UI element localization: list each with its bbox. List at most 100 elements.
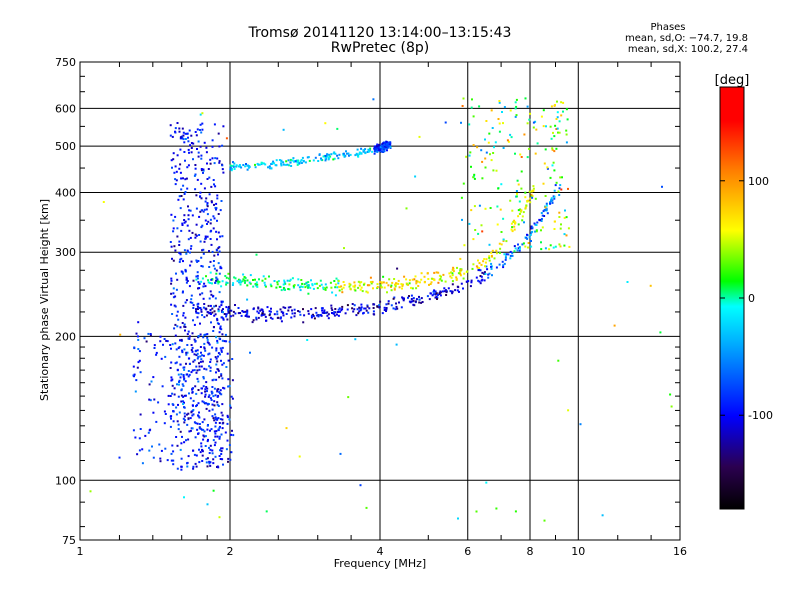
echo-point bbox=[246, 284, 249, 287]
echo-point bbox=[172, 459, 175, 462]
echo-point bbox=[215, 336, 218, 339]
echo-point bbox=[282, 161, 285, 164]
echo-point bbox=[169, 124, 172, 127]
echo-point bbox=[363, 282, 366, 285]
echo-point bbox=[182, 134, 185, 137]
echo-point bbox=[343, 284, 346, 286]
echo-point bbox=[176, 444, 179, 447]
echo-point bbox=[209, 162, 212, 165]
echo-point bbox=[418, 281, 421, 284]
echo-point bbox=[410, 294, 413, 297]
echo-point bbox=[560, 101, 563, 104]
echo-point bbox=[195, 392, 198, 395]
echo-point bbox=[190, 245, 193, 248]
echo-point bbox=[247, 164, 249, 167]
echo-point bbox=[212, 458, 215, 461]
echo-point bbox=[332, 158, 335, 161]
echo-point bbox=[261, 279, 264, 282]
echo-point bbox=[257, 312, 260, 315]
echo-point bbox=[196, 178, 199, 181]
echo-point bbox=[185, 252, 188, 255]
echo-point bbox=[262, 313, 265, 316]
echo-point bbox=[554, 184, 557, 187]
echo-point bbox=[338, 289, 341, 292]
echo-point bbox=[310, 314, 313, 317]
echo-point bbox=[669, 393, 672, 396]
echo-point bbox=[187, 218, 190, 221]
echo-point bbox=[221, 458, 224, 461]
echo-point bbox=[478, 267, 480, 269]
echo-point bbox=[373, 145, 376, 148]
echo-point bbox=[216, 197, 219, 200]
echo-point bbox=[558, 211, 561, 214]
echo-point bbox=[372, 310, 375, 313]
echo-point bbox=[495, 266, 498, 269]
echo-point bbox=[443, 287, 446, 290]
chart-title-line2: RwPretec (8p) bbox=[330, 40, 430, 56]
echo-point bbox=[239, 279, 242, 282]
echo-point bbox=[357, 155, 360, 158]
echo-point bbox=[270, 285, 273, 288]
echo-point bbox=[417, 285, 420, 287]
echo-point bbox=[301, 156, 304, 159]
echo-point bbox=[358, 306, 361, 309]
echo-point bbox=[199, 293, 202, 296]
echo-point bbox=[191, 214, 194, 217]
echo-point bbox=[144, 434, 147, 437]
echo-point bbox=[225, 137, 228, 140]
echo-point bbox=[369, 276, 372, 279]
echo-point bbox=[206, 205, 209, 208]
echo-point bbox=[204, 285, 207, 288]
echo-point bbox=[227, 457, 230, 460]
echo-point bbox=[141, 448, 144, 451]
echo-point bbox=[192, 387, 194, 390]
echo-point bbox=[225, 281, 228, 284]
echo-point bbox=[203, 316, 206, 319]
echo-point bbox=[525, 236, 528, 239]
echo-point bbox=[182, 177, 184, 180]
echo-point bbox=[503, 106, 506, 109]
echo-point bbox=[567, 227, 570, 230]
echo-point bbox=[184, 220, 187, 223]
echo-point bbox=[303, 314, 306, 317]
echo-point bbox=[518, 212, 521, 215]
echo-point bbox=[169, 134, 172, 137]
echo-point bbox=[177, 373, 180, 376]
echo-point bbox=[209, 290, 212, 293]
echo-point bbox=[249, 351, 251, 354]
echo-point bbox=[201, 122, 204, 125]
echo-point bbox=[513, 225, 516, 228]
echo-point bbox=[513, 219, 516, 222]
echo-point bbox=[228, 418, 231, 421]
echo-point bbox=[545, 209, 548, 211]
phases-x-line: mean, sd,X: 100.2, 27.4 bbox=[627, 44, 748, 55]
echo-point bbox=[298, 455, 301, 458]
echo-point bbox=[164, 355, 167, 358]
echo-point bbox=[188, 392, 190, 395]
echo-point bbox=[495, 252, 498, 255]
echo-point bbox=[265, 510, 268, 513]
echo-point bbox=[465, 280, 468, 283]
echo-point bbox=[527, 246, 529, 249]
echo-point bbox=[243, 279, 246, 282]
echo-point bbox=[314, 282, 317, 285]
echo-point bbox=[469, 151, 472, 154]
echo-point bbox=[176, 325, 179, 328]
echo-point bbox=[549, 125, 552, 128]
echo-point bbox=[244, 315, 247, 317]
echo-point bbox=[269, 283, 272, 286]
echo-point bbox=[209, 158, 212, 161]
echo-point bbox=[531, 195, 534, 197]
echo-point bbox=[490, 251, 493, 254]
echo-point bbox=[180, 468, 183, 471]
echo-point bbox=[420, 301, 423, 304]
echo-point bbox=[451, 268, 454, 271]
echo-point bbox=[516, 192, 518, 195]
echo-point bbox=[187, 438, 190, 441]
echo-point bbox=[178, 355, 181, 358]
echo-point bbox=[381, 142, 384, 145]
echo-point bbox=[200, 387, 203, 390]
echo-point bbox=[206, 178, 209, 180]
echo-point bbox=[210, 185, 213, 188]
echo-point bbox=[514, 510, 517, 513]
